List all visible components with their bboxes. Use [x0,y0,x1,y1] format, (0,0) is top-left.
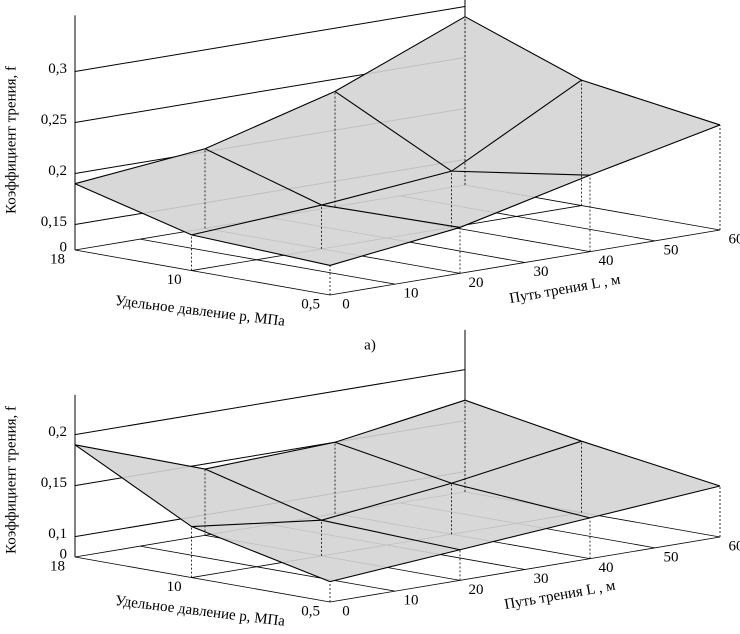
floor-grid-line [74,249,331,296]
surface-patch [191,205,461,266]
x-axis-title: Путь трения L , м [503,578,617,613]
x-tick-label: 40 [599,560,614,576]
x-tick-label: 50 [664,549,679,565]
surface-patch [335,400,582,484]
surface-line [74,16,466,185]
surface-patch [75,444,322,527]
x-tick-label: 60 [729,231,740,247]
floor-grid-line [74,556,331,603]
surface-line [329,124,721,266]
x-tick-label: 0 [342,296,350,312]
floor-grid-line [329,536,721,603]
surface-patch [451,441,720,518]
wall-grid-line [74,369,466,436]
surface-patch [321,483,590,550]
z-tick-label: 0 [60,546,68,562]
x-tick-label: 10 [404,593,419,609]
caption: а) [364,337,376,353]
floor-grid-line [139,545,396,592]
surface-line [74,183,331,266]
surface-patch [451,80,720,176]
surface-line [204,148,461,228]
wall-grid-line [74,6,466,72]
z-tick-label: 0,2 [48,424,67,440]
x-tick-label: 10 [404,286,419,302]
y-axis-title: Удельное давление p, МПа [114,593,286,630]
surface-patch [205,91,452,206]
surface-line [74,399,466,470]
y-tick-label: 10 [167,272,182,288]
x-tick-label: 50 [664,242,679,258]
surface-patch [335,16,582,172]
surface-line [464,16,721,126]
x-tick-label: 20 [469,275,484,291]
z-tick-label: 0,15 [41,214,67,230]
surface-line [74,444,331,583]
z-axis-title: Коэффициент трения, f [3,66,19,214]
surface-line [329,485,721,583]
z-tick-label: 0,2 [48,163,67,179]
x-tick-label: 20 [469,582,484,598]
floor-grid-line [329,229,721,296]
x-tick-label: 0 [342,603,350,619]
x-tick-label: 60 [729,538,740,554]
x-axis-title: Путь трения L , м [508,272,622,307]
y-tick-label: 0,5 [301,296,320,312]
x-tick-label: 40 [599,253,614,269]
z-tick-label: 0,15 [41,475,67,491]
surface-line [334,90,591,176]
z-tick-label: 0,3 [48,61,67,77]
z-axis-title: Коэффициент трения, f [3,406,19,554]
surface-line [334,441,591,519]
y-tick-label: 10 [167,579,182,595]
floor-grid-line [139,238,396,285]
z-tick-label: 0 [60,239,68,255]
surface-line [191,440,582,528]
y-tick-label: 0,5 [301,603,320,619]
x-tick-label: 30 [534,264,549,280]
x-tick-label: 30 [534,571,549,587]
surface-line [191,79,582,236]
surface-line [464,399,721,487]
surface-patch [75,148,322,235]
z-tick-label: 0,1 [48,526,67,542]
surface-line [204,468,461,551]
y-tick-label: 18 [50,251,65,267]
z-tick-label: 0,25 [41,112,67,128]
y-tick-label: 18 [50,558,65,574]
surface-patch [321,171,590,228]
y-axis-title: Удельное давление p, МПа [114,293,286,330]
